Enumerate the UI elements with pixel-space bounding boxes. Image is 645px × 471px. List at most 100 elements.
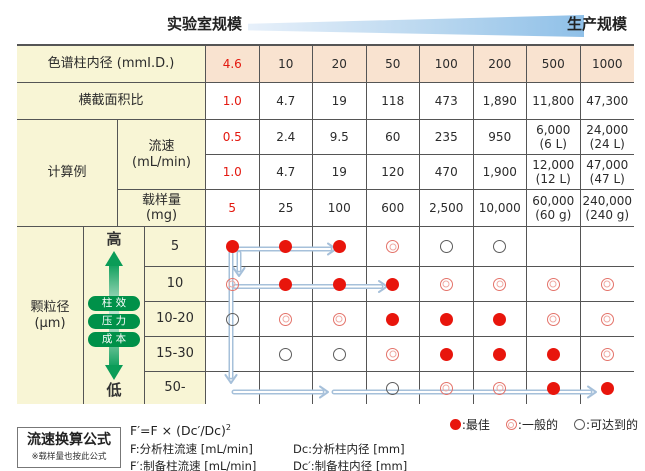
flow-cell: 1,900 bbox=[473, 155, 527, 190]
legend-item-good: :一般的 bbox=[505, 416, 558, 433]
load-cell: 10,000 bbox=[473, 190, 527, 227]
id-cell: 50 bbox=[366, 46, 420, 83]
ok-dot-icon bbox=[332, 347, 346, 361]
pill-column-efficiency: 柱 效 bbox=[88, 296, 140, 312]
flow-cell: 19 bbox=[313, 155, 367, 190]
row-label-particle: 颗粒径 (μm) bbox=[17, 227, 84, 404]
good-dot-icon bbox=[279, 312, 293, 326]
good-dot-icon bbox=[439, 381, 453, 395]
matrix-cell bbox=[206, 227, 260, 267]
legend-item-best: :最佳 bbox=[449, 416, 490, 433]
best-dot-icon bbox=[439, 347, 453, 361]
formula-def: F:分析柱流速 [mL/min] bbox=[130, 442, 253, 456]
formula-def: Dc′:制备柱内径 [mm] bbox=[293, 459, 408, 471]
matrix-cell bbox=[473, 267, 527, 302]
ok-dot-icon bbox=[439, 240, 453, 253]
good-dot-icon bbox=[546, 312, 560, 326]
factor-pills: 柱 效 压 力 成 本 bbox=[88, 296, 140, 348]
flow-cell: 60 bbox=[366, 120, 420, 155]
good-dot-icon bbox=[493, 381, 507, 395]
scale-gradient-arrow bbox=[248, 15, 584, 37]
good-dot-icon bbox=[505, 419, 517, 430]
id-cell: 500 bbox=[527, 46, 581, 83]
best-dot-icon bbox=[332, 240, 346, 253]
ok-dot-icon bbox=[493, 240, 507, 253]
matrix-cell bbox=[206, 267, 260, 302]
low-label: 低 bbox=[106, 381, 122, 400]
load-cell: 5 bbox=[206, 190, 260, 227]
flow-cell: 6,000 (6 L) bbox=[527, 120, 581, 155]
size-cell: 5 bbox=[145, 227, 206, 267]
row-label-calc: 计算例 bbox=[17, 120, 118, 227]
matrix-cell bbox=[313, 267, 367, 302]
matrix-cell bbox=[313, 227, 367, 267]
load-cell: 600 bbox=[366, 190, 420, 227]
matrix-cell bbox=[580, 372, 634, 404]
best-dot-icon bbox=[386, 277, 400, 291]
id-cell: 4.6 bbox=[206, 46, 260, 83]
best-dot-icon bbox=[600, 381, 614, 395]
good-dot-icon bbox=[439, 277, 453, 291]
best-dot-icon bbox=[332, 277, 346, 291]
area-cell: 1,890 bbox=[473, 83, 527, 120]
flow-cell: 2.4 bbox=[259, 120, 313, 155]
matrix-cell bbox=[527, 267, 581, 302]
matrix-cell bbox=[259, 227, 313, 267]
formula-box: 流速换算公式 ※载样量也按此公式 bbox=[17, 427, 121, 468]
matrix-cell bbox=[527, 337, 581, 372]
id-cell: 200 bbox=[473, 46, 527, 83]
matrix-cell bbox=[527, 227, 581, 267]
matrix-cell bbox=[420, 337, 474, 372]
matrix-cell bbox=[580, 302, 634, 337]
particle-arrow-cell: 高 柱 效 压 力 成 本 低 bbox=[84, 227, 145, 404]
best-dot-icon bbox=[546, 381, 560, 395]
flow-cell: 9.5 bbox=[313, 120, 367, 155]
area-cell: 19 bbox=[313, 83, 367, 120]
flow-cell: 0.5 bbox=[206, 120, 260, 155]
arrow-up-icon bbox=[105, 251, 123, 266]
row-label-id: 色谱柱内径 (mmI.D.) bbox=[17, 46, 206, 83]
legend-item-ok: :可达到的 bbox=[573, 416, 638, 433]
good-dot-icon bbox=[332, 312, 346, 326]
matrix-cell bbox=[366, 372, 420, 404]
matrix-cell bbox=[206, 302, 260, 337]
best-dot-icon bbox=[493, 312, 507, 326]
matrix-cell bbox=[313, 302, 367, 337]
row-label-load: 载样量 (mg) bbox=[118, 190, 206, 227]
area-cell: 118 bbox=[366, 83, 420, 120]
best-dot-icon bbox=[279, 240, 293, 253]
best-dot-icon bbox=[225, 240, 239, 253]
matrix-cell bbox=[259, 337, 313, 372]
best-dot-icon bbox=[493, 347, 507, 361]
legend: :最佳 :一般的 :可达到的 bbox=[449, 416, 638, 433]
load-cell: 25 bbox=[259, 190, 313, 227]
best-dot-icon bbox=[546, 347, 560, 361]
prod-scale-label: 生产规模 bbox=[566, 15, 627, 34]
id-cell: 1000 bbox=[580, 46, 634, 83]
area-cell: 473 bbox=[420, 83, 474, 120]
size-cell: 15-30 bbox=[145, 337, 206, 372]
ok-dot-icon bbox=[225, 312, 239, 326]
high-label: 高 bbox=[106, 230, 122, 248]
area-cell: 4.7 bbox=[259, 83, 313, 120]
matrix-cell bbox=[473, 337, 527, 372]
best-dot-icon bbox=[439, 312, 453, 326]
load-cell: 240,000 (240 g) bbox=[580, 190, 634, 227]
load-cell: 2,500 bbox=[420, 190, 474, 227]
id-cell: 20 bbox=[313, 46, 367, 83]
matrix-cell bbox=[580, 337, 634, 372]
row-label-area: 横截面积比 bbox=[17, 83, 206, 120]
formula-box-note: ※载样量也按此公式 bbox=[31, 452, 107, 463]
area-cell: 11,800 bbox=[527, 83, 581, 120]
matrix-cell bbox=[366, 227, 420, 267]
matrix-cell bbox=[527, 372, 581, 404]
matrix-cell bbox=[259, 267, 313, 302]
load-cell: 60,000 (60 g) bbox=[527, 190, 581, 227]
scale-header-row: 实验室规模 生产规模 bbox=[17, 6, 634, 46]
size-cell: 50- bbox=[145, 372, 206, 404]
area-cell: 47,300 bbox=[580, 83, 634, 120]
ok-dot-icon bbox=[573, 419, 585, 430]
flow-cell: 950 bbox=[473, 120, 527, 155]
best-dot-icon bbox=[449, 419, 461, 430]
